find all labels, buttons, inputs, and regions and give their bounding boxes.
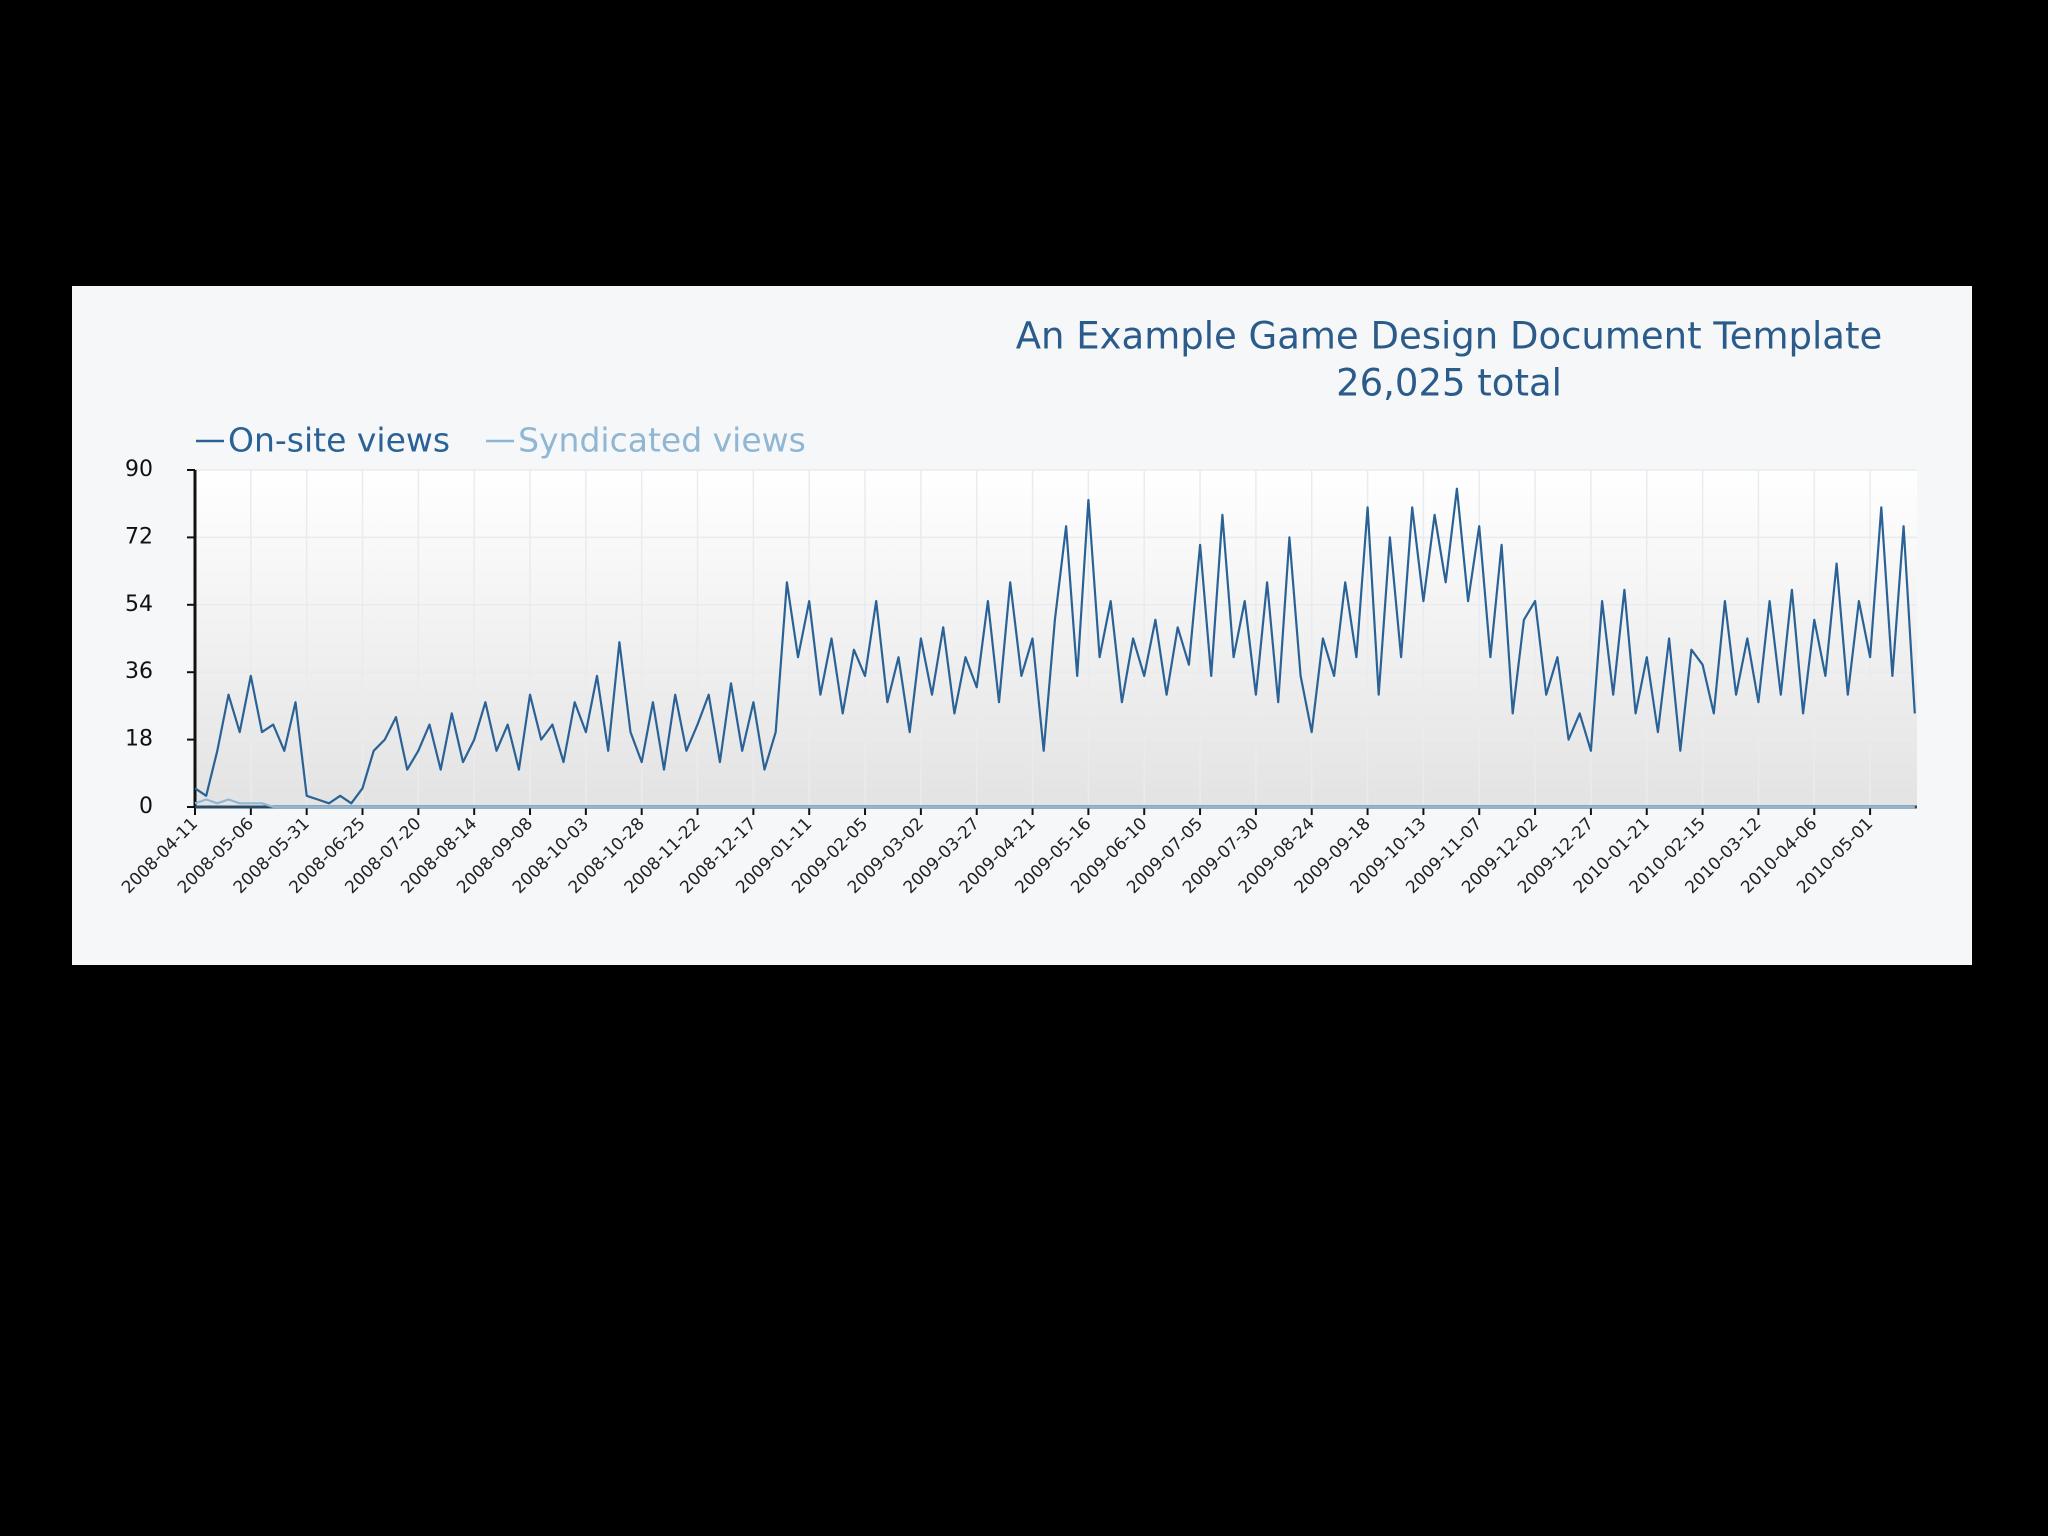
- y-tick-label: 72: [125, 524, 153, 549]
- y-tick-label: 18: [125, 727, 153, 752]
- chart-title: An Example Game Design Document Template: [1016, 315, 1883, 358]
- y-tick-label: 54: [125, 592, 153, 617]
- legend-label: On-site views: [228, 421, 450, 460]
- chart-subtitle: 26,025 total: [1336, 362, 1562, 405]
- plot-area: [195, 470, 1917, 807]
- series-line: [194, 487, 1916, 805]
- legend-label: Syndicated views: [518, 421, 806, 460]
- y-tick-label: 90: [125, 457, 153, 482]
- y-tick-label: 0: [139, 794, 153, 819]
- series-line: [194, 798, 1915, 809]
- y-tick-label: 36: [125, 659, 153, 684]
